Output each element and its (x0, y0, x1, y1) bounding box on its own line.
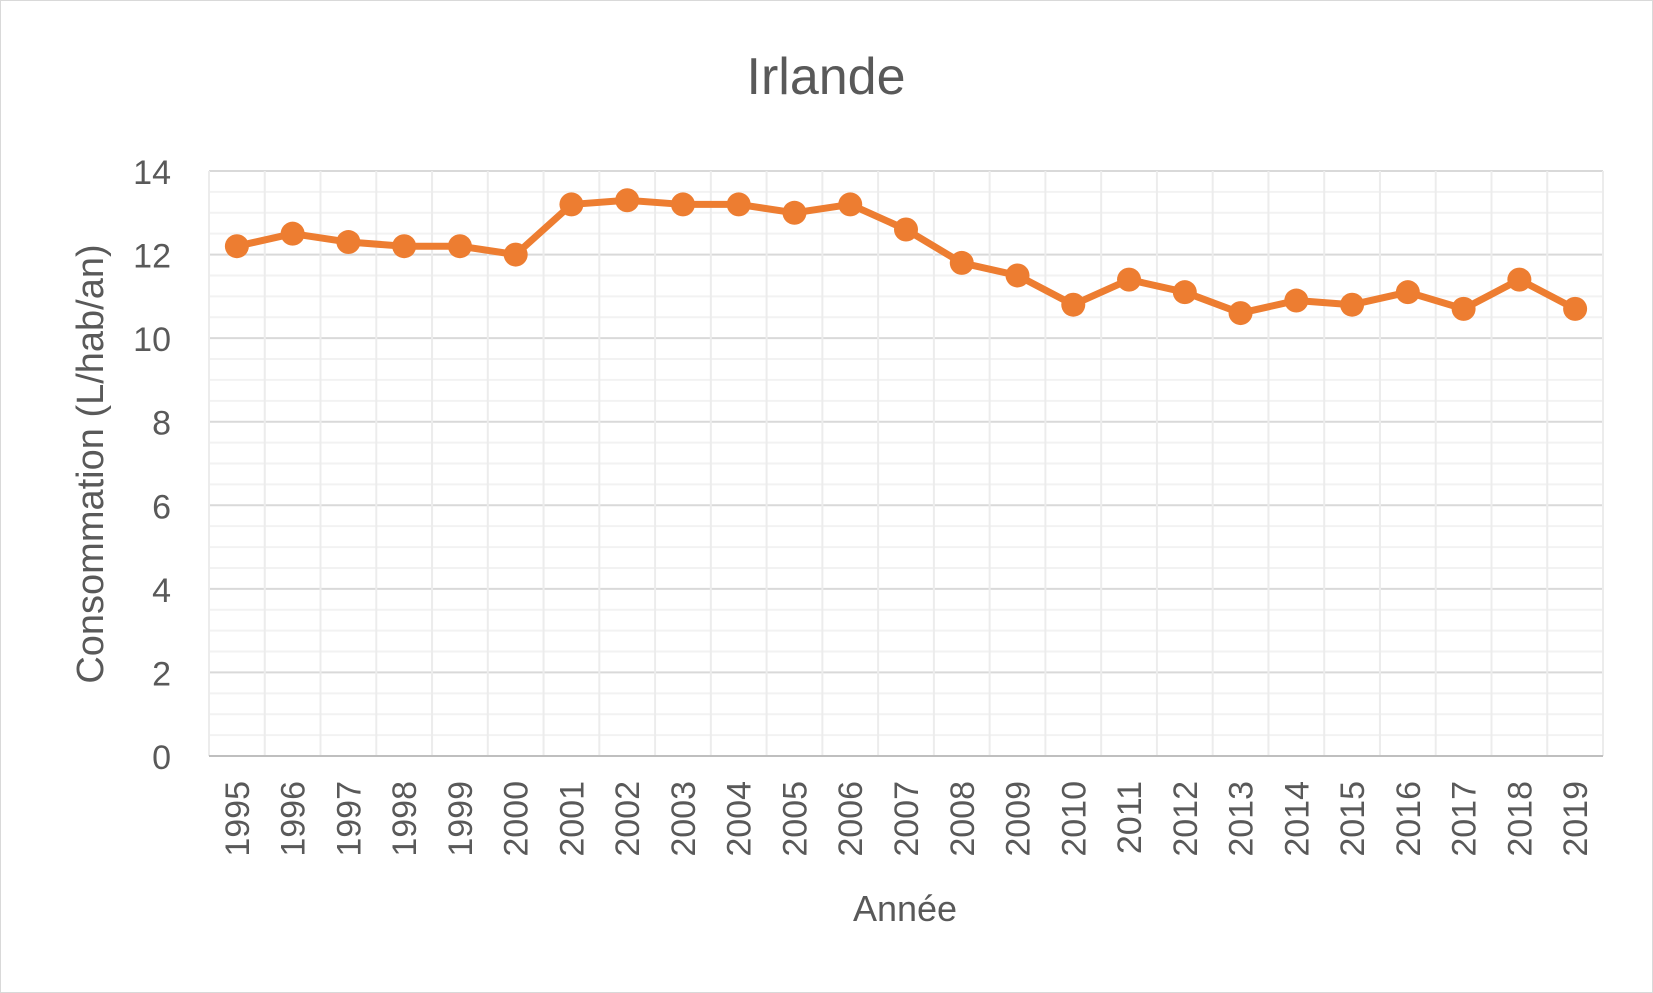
vertical-gridlines (208, 171, 1604, 756)
x-tick-label: 2016 (1390, 781, 1428, 857)
y-tick-label: 14 (133, 154, 171, 192)
x-tick-label: 2013 (1223, 781, 1261, 857)
data-point (224, 234, 249, 259)
data-point (280, 221, 305, 246)
x-tick-label: 2009 (1000, 781, 1038, 857)
data-point (1228, 301, 1253, 326)
data-point (1005, 263, 1030, 288)
y-axis-label: Consommation (L/hab/an) (70, 244, 112, 683)
x-tick-label: 2000 (498, 781, 536, 857)
data-point (726, 192, 751, 217)
major-gridlines (209, 170, 1603, 674)
x-tick-label: 2015 (1334, 781, 1372, 857)
data-point (336, 230, 361, 255)
data-point (1395, 280, 1420, 305)
y-tick-label: 12 (133, 238, 171, 276)
data-point (1563, 296, 1588, 321)
data-point (559, 192, 584, 217)
x-tick-label: 2007 (888, 781, 926, 857)
data-point (838, 192, 863, 217)
data-point (392, 234, 417, 259)
x-tick-label: 2001 (553, 781, 591, 857)
x-axis-ticks: 1995 1996 1997 1998 1999 2000 2001 2002 2003 2004… (219, 781, 1595, 857)
x-tick-label: 2002 (609, 781, 647, 857)
data-point (1507, 267, 1532, 292)
data-point (503, 242, 528, 267)
data-point (894, 217, 918, 242)
x-tick-label: 1998 (386, 781, 424, 857)
x-tick-label: 2011 (1111, 781, 1149, 854)
x-tick-label: 2012 (1167, 781, 1205, 857)
data-point (782, 200, 807, 225)
x-tick-label: 2017 (1446, 781, 1484, 857)
data-point (670, 192, 695, 217)
x-tick-label: 1997 (330, 781, 368, 857)
data-point (949, 250, 974, 275)
x-axis-label: Année (853, 888, 957, 929)
y-tick-label: 6 (152, 488, 171, 526)
x-tick-label: 2005 (776, 781, 814, 857)
x-tick-label: 2006 (832, 781, 870, 857)
series-layer (224, 188, 1588, 326)
y-tick-label: 2 (152, 655, 171, 693)
y-tick-label: 8 (152, 405, 171, 443)
x-tick-label: 2014 (1278, 781, 1316, 857)
x-tick-label: 2003 (665, 781, 703, 857)
data-point (447, 234, 472, 259)
data-point (1061, 292, 1086, 317)
y-axis-ticks: 0 2 4 6 8 10 12 14 (133, 154, 171, 777)
y-tick-label: 0 (152, 739, 171, 777)
chart-title: Irlande (747, 48, 906, 106)
data-point (615, 188, 640, 213)
data-point (1340, 292, 1365, 317)
x-tick-label: 2010 (1055, 781, 1093, 857)
x-tick-label: 2004 (721, 781, 759, 857)
y-tick-label: 10 (133, 321, 171, 359)
minor-gridlines (209, 190, 1603, 737)
data-point (1172, 280, 1197, 305)
x-tick-label: 2019 (1557, 781, 1595, 857)
x-tick-label: 2018 (1501, 781, 1539, 857)
data-point (1284, 288, 1309, 313)
data-point (1117, 267, 1142, 292)
data-point (1451, 296, 1476, 321)
x-tick-label: 1995 (219, 781, 257, 857)
x-tick-label: 2008 (944, 781, 982, 857)
x-tick-label: 1996 (275, 781, 313, 857)
x-tick-label: 1999 (442, 781, 480, 857)
y-tick-label: 4 (152, 572, 171, 610)
